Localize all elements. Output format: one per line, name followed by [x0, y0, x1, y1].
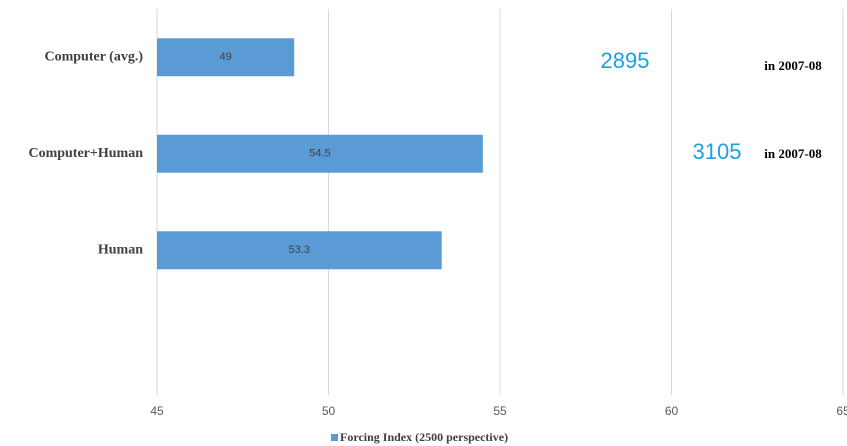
bar: [157, 231, 442, 270]
bar: [157, 134, 483, 173]
value-label: 49: [219, 51, 231, 63]
x-tick-label: 50: [322, 404, 336, 418]
y-tick-label: Human: [98, 242, 143, 257]
x-tick-label: 60: [665, 404, 679, 418]
annotation-number: 3105: [693, 139, 742, 164]
annotation-number: 2895: [601, 48, 650, 73]
x-tick-label: 55: [493, 404, 507, 418]
annotation-text: in 2007-08: [764, 58, 822, 73]
annotation-text: in 2007-08: [764, 146, 822, 161]
legend-label: Forcing Index (2500 perspective): [340, 430, 508, 444]
value-label: 53.3: [289, 244, 310, 256]
value-label: 54.5: [309, 148, 330, 160]
legend-swatch: [331, 434, 338, 441]
bar: [157, 38, 295, 77]
x-tick-label: 65: [836, 404, 847, 418]
y-tick-label: Computer+Human: [28, 146, 143, 161]
x-tick-label: 45: [150, 404, 164, 418]
y-tick-label: Computer (avg.): [44, 49, 143, 64]
